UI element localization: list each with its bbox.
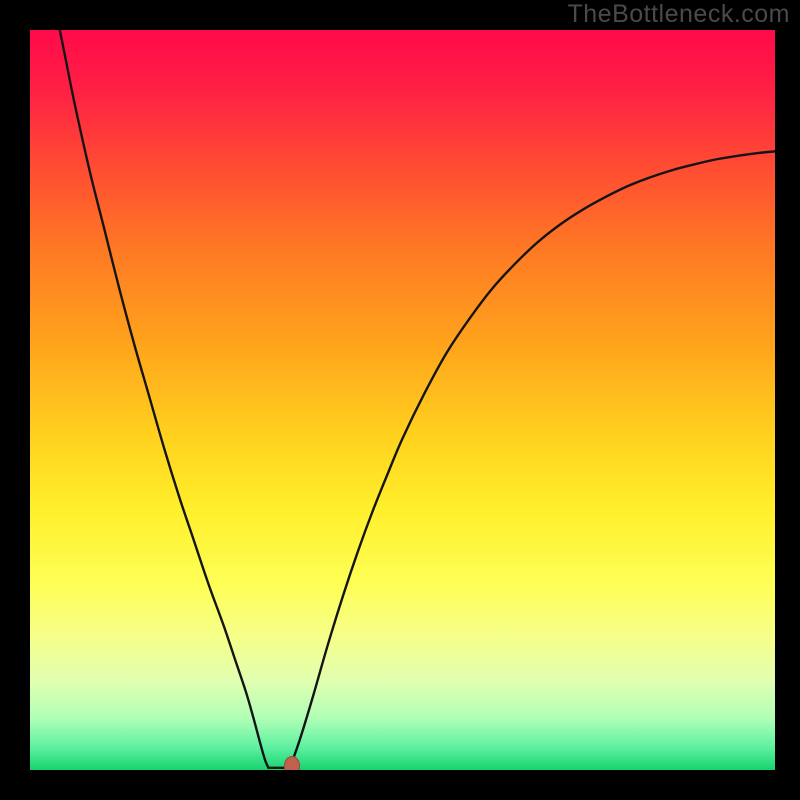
plot-area (30, 30, 775, 770)
frame-border-right (775, 0, 800, 800)
chart-frame: TheBottleneck.com (0, 0, 800, 800)
frame-border-left (0, 0, 30, 800)
watermark-text: TheBottleneck.com (568, 0, 791, 29)
bottleneck-curve (30, 30, 775, 770)
frame-border-bottom (0, 770, 800, 800)
